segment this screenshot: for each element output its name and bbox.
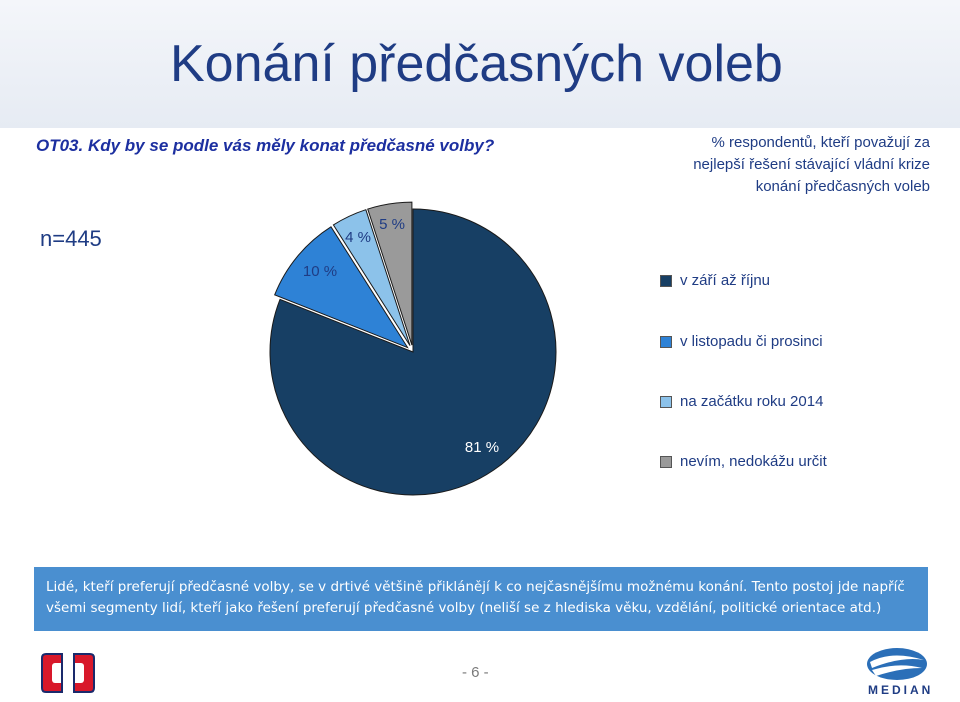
legend-label: nevím, nedokážu určit bbox=[680, 453, 827, 470]
pie-data-label: 81 % bbox=[465, 439, 499, 456]
legend-item: v září až říjnu bbox=[660, 272, 770, 289]
legend-label: v září až říjnu bbox=[680, 272, 771, 289]
pie-slice bbox=[273, 226, 409, 349]
median-logo-mark bbox=[867, 648, 927, 680]
page-number: - 6 - bbox=[462, 664, 489, 681]
header-band bbox=[0, 0, 960, 128]
legend-swatch bbox=[660, 335, 672, 348]
legend-item: v listopadu či prosinci bbox=[660, 333, 823, 350]
legend-label: v listopadu či prosinci bbox=[680, 333, 823, 350]
legend-swatch bbox=[660, 455, 672, 468]
legend-label: na začátku roku 2014 bbox=[680, 393, 824, 410]
pie-data-label: 4 % bbox=[345, 229, 371, 246]
chart-legend: v září až říjnu v listopadu či prosinci na… bbox=[660, 0, 920, 702]
page-title: Konání předčasných voleb bbox=[170, 35, 783, 93]
pie-slice bbox=[367, 201, 413, 346]
pie-slice bbox=[269, 208, 557, 496]
ceska-televize-logo bbox=[41, 653, 95, 693]
conclusion-box: Lidé, kteří preferují předčasné volby, s… bbox=[34, 567, 928, 631]
median-logo-text: MEDIAN bbox=[868, 683, 934, 697]
legend-swatch bbox=[660, 395, 672, 408]
pie-data-label: 10 % bbox=[303, 263, 337, 280]
legend-item: nevím, nedokážu určit bbox=[660, 453, 827, 470]
legend-swatch bbox=[660, 274, 672, 287]
survey-question: OT03. Kdy by se podle vás měly konat pře… bbox=[36, 136, 495, 155]
sample-size: n=445 bbox=[40, 226, 102, 251]
pie-data-label: 5 % bbox=[379, 216, 405, 233]
chart-note: % respondentů, kteří považují za nejlepš… bbox=[693, 134, 930, 195]
pie-slice bbox=[332, 209, 411, 346]
legend-item: na začátku roku 2014 bbox=[660, 393, 823, 410]
